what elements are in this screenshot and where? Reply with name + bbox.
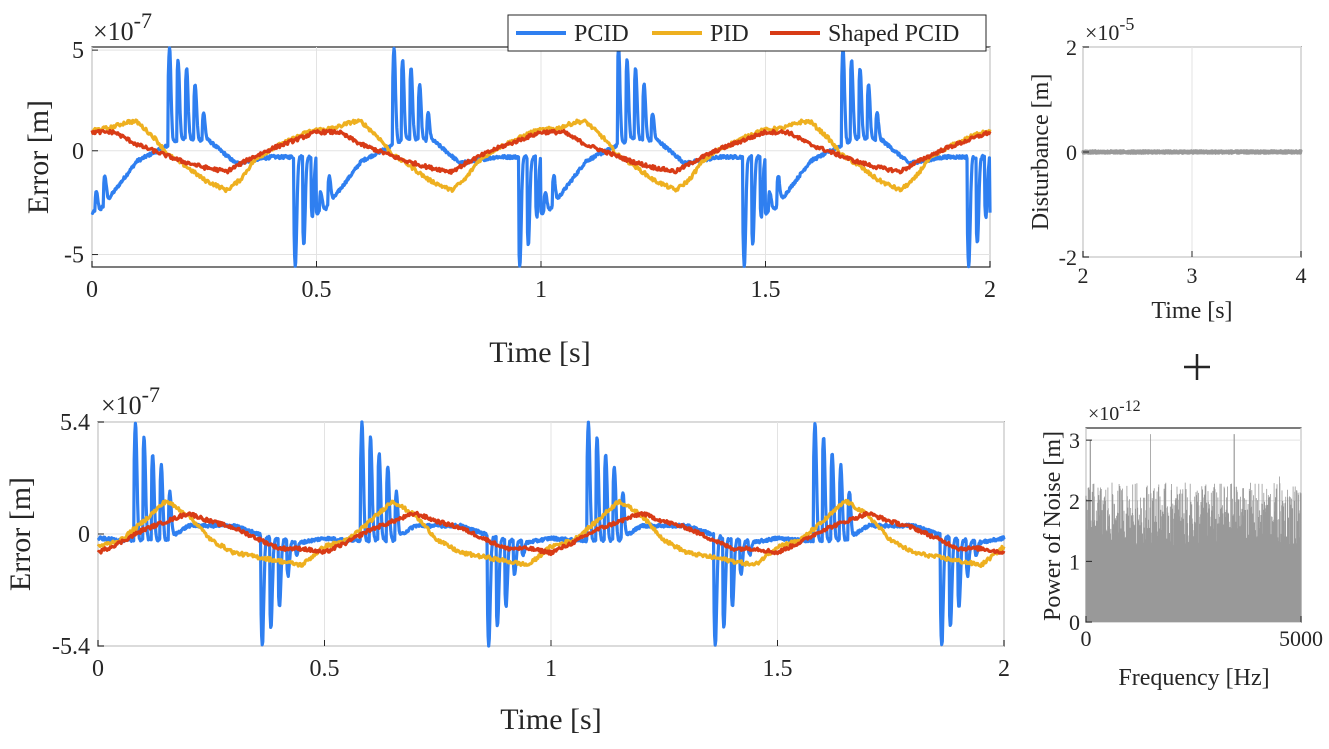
y-tick-label: 5.4 [60, 410, 90, 436]
top-right-yscale: ×10-5 [1085, 14, 1134, 45]
bottom-left-yscale: ×10-7 [101, 382, 160, 420]
x-tick-label: 3 [1187, 263, 1198, 288]
x-tick-label: 5000 [1279, 626, 1323, 651]
top-left-yscale: ×10-7 [93, 8, 152, 46]
y-tick-label: 0 [1066, 140, 1077, 165]
x-tick-label: 4 [1296, 263, 1307, 288]
x-tick-label: 0 [92, 656, 104, 682]
x-tick-label: 1.5 [763, 656, 793, 682]
bottom-left-xlabel: Time [s] [500, 703, 601, 736]
y-tick-label: 0 [72, 139, 84, 165]
y-tick-label: 2 [1066, 35, 1077, 60]
x-tick-label: 1 [545, 656, 557, 682]
y-tick-label: -2 [1059, 245, 1077, 270]
top-left-ylabel: Error [m] [22, 100, 55, 214]
pcid-line [97, 420, 1006, 648]
bottom-left-series [96, 420, 1006, 648]
top-left-ticks: 0 0.5 1 1.5 2-505 [64, 38, 996, 303]
y-tick-label: 1 [1069, 549, 1080, 574]
noise-power-series [1085, 434, 1302, 622]
top-right-ticks: 2 3 4 -2 0 2 [1059, 35, 1307, 288]
bottom-left-ticks: 0 0.5 1 1.5 2-5.405.4 [52, 410, 1010, 682]
x-tick-label: 1 [535, 277, 547, 303]
y-tick-label: -5 [64, 243, 84, 269]
legend-label-pid: PID [710, 21, 749, 47]
top-left-plot: 0 0.5 1 1.5 2-505 Time [s] Error [m] ×10-7 P… [22, 8, 996, 369]
x-tick-label: 1.5 [751, 277, 781, 303]
bottom-right-xlabel: Frequency [Hz] [1118, 665, 1269, 691]
bottom-right-ylabel: Power of Noise [m] [1040, 431, 1066, 621]
plus-icon [1184, 354, 1210, 380]
pid-line [96, 498, 1006, 568]
x-tick-label: 2 [1078, 263, 1089, 288]
shaped-pcid-line [90, 128, 992, 175]
x-tick-label: 0 [1081, 626, 1092, 651]
x-tick-label: 0.5 [302, 277, 332, 303]
top-left-xlabel: Time [s] [489, 336, 590, 369]
legend-box [507, 14, 987, 52]
legend-label-shaped-pcid: Shaped PCID [828, 21, 959, 47]
bottom-right-plot: 0 5000 0 1 2 3 Frequency [Hz] Power of Noise … [1040, 398, 1323, 691]
x-tick-label: 0 [86, 277, 98, 303]
legend: PCID PID Shaped PCID [507, 14, 987, 52]
legend-label-pcid: PCID [574, 21, 629, 47]
bottom-right-ticks: 0 5000 0 1 2 3 [1069, 428, 1323, 651]
x-tick-label: 0.5 [310, 656, 340, 682]
shaped-pcid-line [96, 510, 1006, 557]
top-left-series [90, 46, 992, 269]
top-right-xlabel: Time [s] [1151, 298, 1232, 324]
y-tick-label: 5 [72, 38, 84, 64]
y-tick-label: 0 [78, 522, 90, 548]
x-tick-label: 2 [998, 656, 1010, 682]
bottom-right-series [1085, 434, 1302, 622]
y-tick-label: -5.4 [52, 634, 90, 660]
top-right-series [1081, 149, 1303, 155]
y-tick-label: 2 [1069, 489, 1080, 514]
bottom-left-ylabel: Error [m] [4, 477, 37, 591]
x-tick-label: 2 [984, 277, 996, 303]
top-right-plot: 2 3 4 -2 0 2 Time [s] Disturbance [m] ×10-5 [1028, 14, 1307, 324]
bottom-left-plot: 0 0.5 1 1.5 2-5.405.4 Time [s] Error [m] ×10… [4, 382, 1010, 736]
top-right-ylabel: Disturbance [m] [1028, 74, 1054, 231]
y-tick-label: 0 [1069, 610, 1080, 635]
y-tick-label: 3 [1069, 428, 1080, 453]
bottom-right-yscale: ×10-12 [1088, 398, 1141, 425]
disturbance-line [1081, 149, 1303, 155]
